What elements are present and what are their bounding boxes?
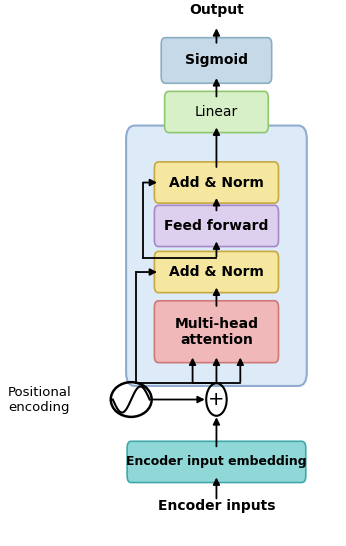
FancyBboxPatch shape (154, 205, 279, 247)
FancyBboxPatch shape (154, 162, 279, 203)
Text: Positional
encoding: Positional encoding (7, 385, 71, 413)
FancyBboxPatch shape (154, 301, 279, 363)
Text: Linear: Linear (195, 105, 238, 119)
Text: Multi-head
attention: Multi-head attention (174, 317, 258, 347)
FancyBboxPatch shape (127, 441, 306, 483)
Text: Encoder input embedding: Encoder input embedding (126, 455, 307, 468)
FancyBboxPatch shape (161, 38, 272, 83)
FancyBboxPatch shape (154, 251, 279, 293)
Text: Feed forward: Feed forward (164, 219, 268, 233)
FancyBboxPatch shape (165, 91, 268, 133)
Text: Add & Norm: Add & Norm (169, 265, 264, 279)
Text: Sigmoid: Sigmoid (185, 54, 248, 68)
FancyBboxPatch shape (126, 126, 307, 386)
Text: +: + (208, 390, 225, 409)
Text: Output: Output (189, 3, 244, 17)
Text: Add & Norm: Add & Norm (169, 175, 264, 189)
Text: Encoder inputs: Encoder inputs (158, 500, 275, 513)
